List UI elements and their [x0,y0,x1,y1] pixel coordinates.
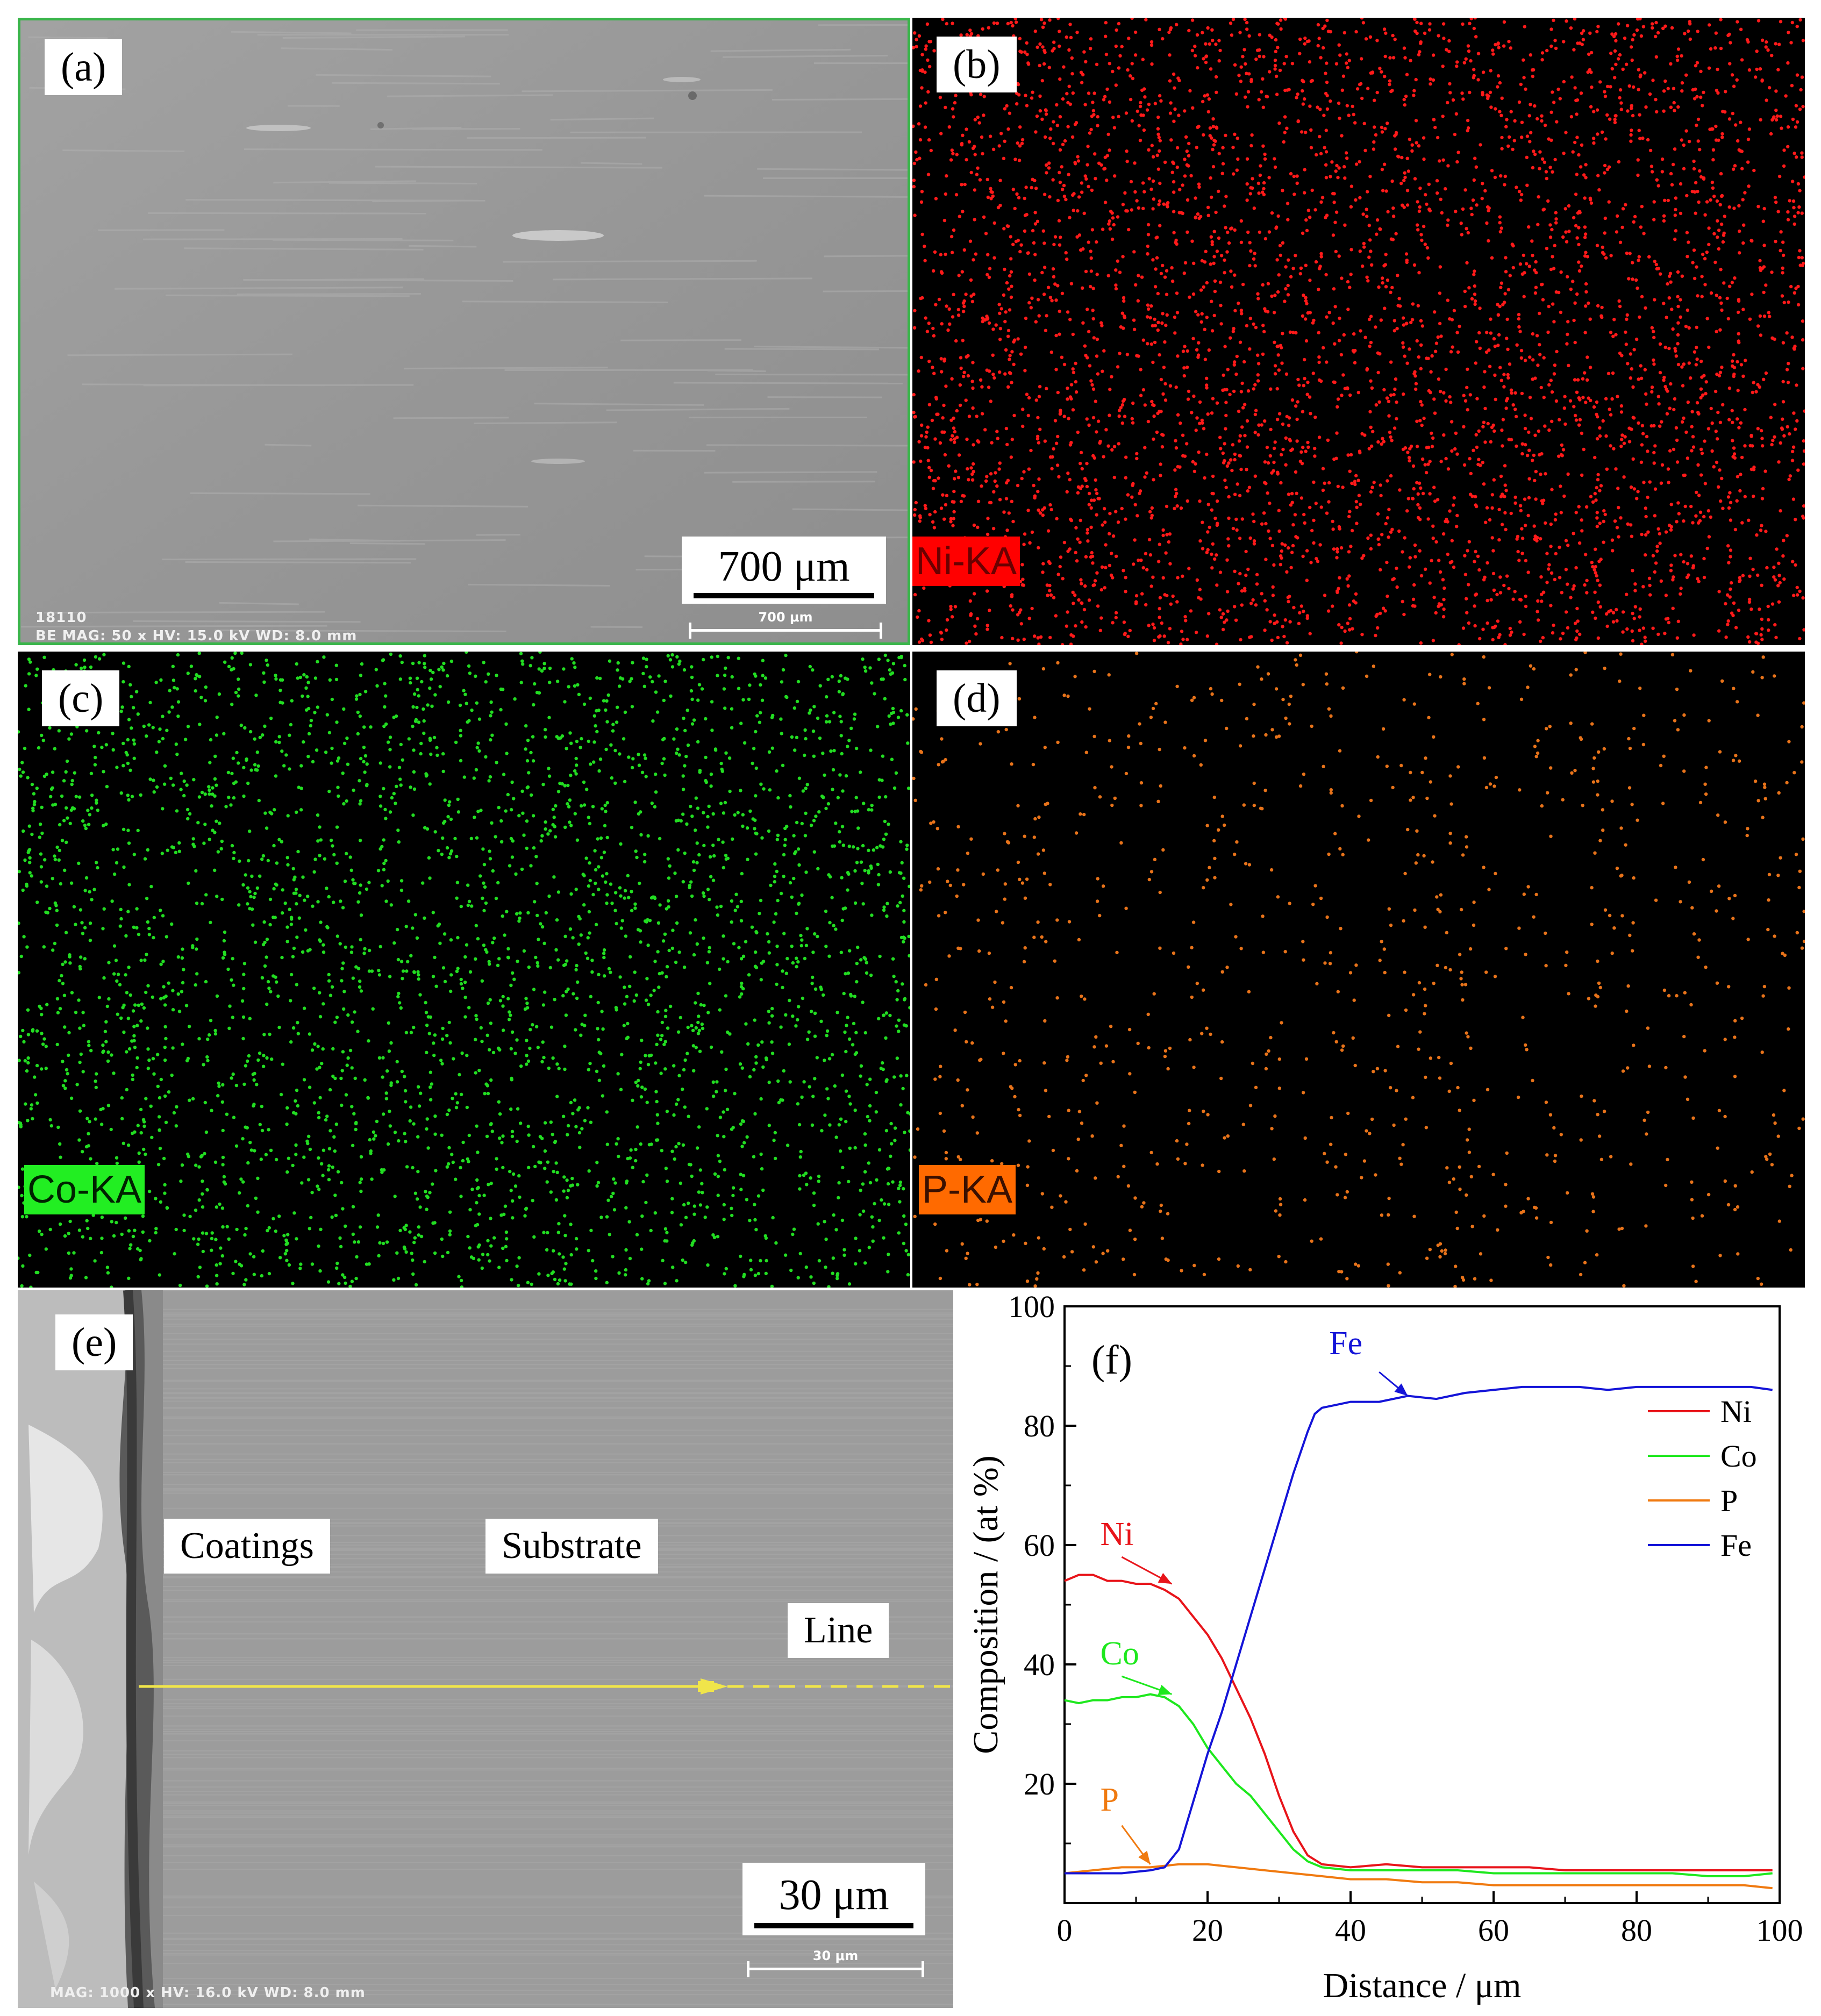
sem-scale-text-a: 700 μm [758,610,813,625]
annotation-fe: Fe [1329,1325,1362,1362]
panel-b: (b) Ni-KA [912,18,1805,645]
plot-frame [1063,1305,1781,1904]
series-line-p [1064,1863,1773,1890]
annotation-p: P [1101,1782,1119,1818]
y-tick-label: 20 [1024,1767,1055,1801]
y-tick-label: 60 [1024,1528,1055,1563]
scale-bar-label-e: 30 μm [779,1871,889,1919]
sem-surface-texture [20,20,908,642]
panel-c-tag: (c) [42,670,120,726]
panel-a: (a) 700 μm 700 μm 18110 BE MAG: 50 x HV:… [18,18,910,645]
scale-bar-line-e [754,1923,913,1928]
p-ka-label: P-KA [919,1165,1016,1214]
legend-label-p: P [1720,1483,1738,1518]
substrate-label: Substrate [485,1519,658,1574]
x-tick-label: 60 [1478,1913,1509,1948]
panel-c: (c) Co-KA [18,652,910,1288]
panel-e-tag: (e) [55,1314,133,1370]
co-distribution-map [18,652,910,1288]
x-tick-label: 20 [1192,1913,1223,1948]
panel-d: (d) P-KA [912,652,1805,1288]
scale-bar-700um: 700 μm [682,537,886,604]
x-tick-label: 40 [1335,1913,1366,1948]
legend-label-co: Co [1720,1439,1757,1474]
coatings-label: Coatings [164,1519,330,1574]
panel-a-tag: (a) [45,39,123,95]
sem-info-top-a: 18110 [35,610,87,626]
scale-bar-label: 700 μm [718,543,850,590]
co-ka-label: Co-KA [24,1165,145,1214]
annotation-ni: Ni [1101,1516,1134,1553]
x-tick-label: 0 [1057,1913,1073,1948]
y-tick-label: 40 [1024,1647,1055,1682]
x-tick-label: 100 [1756,1913,1803,1948]
panel-e: (e) Coatings Substrate Line 30 μm 30 μm … [18,1290,953,2008]
ni-distribution-map [912,18,1805,645]
sem-scale-bar-e: 30 μm [747,1948,924,1977]
series-line-ni [1064,1574,1773,1871]
y-axis-label: Composition / (at %) [966,1455,1005,1754]
panel-b-tag: (b) [937,37,1017,92]
panel-d-tag: (d) [937,670,1017,726]
annotation-co: Co [1101,1635,1139,1672]
x-axis-label: Distance / μm [1323,1966,1522,2005]
series-line-co [1064,1693,1773,1877]
sem-scale-text-e: 30 μm [812,1948,859,1963]
p-distribution-map [912,652,1805,1288]
sem-info-bottom-a: BE MAG: 50 x HV: 15.0 kV WD: 8.0 mm [35,628,358,644]
legend-label-ni: Ni [1720,1394,1752,1429]
ni-ka-label: Ni-KA [912,537,1020,586]
legend-label-fe: Fe [1720,1528,1752,1563]
sem-info-bottom-e: MAG: 1000 x HV: 16.0 kV WD: 8.0 mm [50,1985,366,2001]
series-line-fe [1065,1385,1773,1875]
x-tick-label: 80 [1621,1913,1652,1948]
scale-bar-line [694,593,874,598]
line-label: Line [788,1603,889,1658]
y-tick-label: 100 [1008,1293,1055,1324]
panel-f-tag: (f) [1091,1338,1132,1383]
y-tick-label: 80 [1024,1409,1055,1443]
sem-scale-bar-a: 700 μm [689,610,882,639]
scale-bar-30um: 30 μm [742,1863,925,1935]
